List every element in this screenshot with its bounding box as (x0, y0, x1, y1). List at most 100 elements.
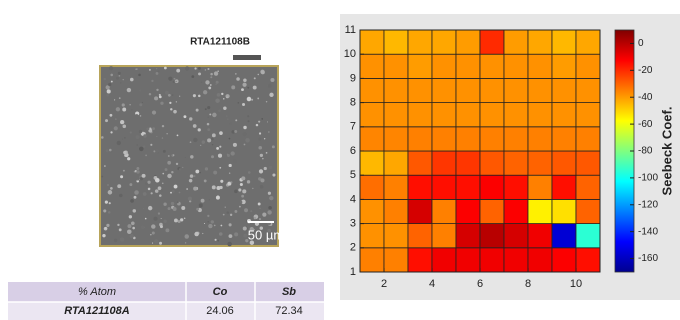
grain (259, 169, 263, 173)
grain (117, 184, 121, 188)
grain (165, 168, 168, 171)
grain (120, 237, 125, 242)
grain (223, 107, 226, 110)
heat-cell (504, 248, 528, 272)
grain (107, 184, 108, 185)
grain (193, 187, 197, 191)
grain (178, 220, 181, 223)
table-cell: RTA121108A (64, 305, 129, 317)
grain (194, 232, 199, 237)
heat-cell (552, 175, 576, 199)
grain (110, 187, 113, 190)
grain (204, 223, 205, 224)
grain (216, 196, 220, 200)
heat-cell (576, 224, 600, 248)
grain (136, 167, 139, 170)
grain (136, 170, 139, 173)
grain (122, 103, 125, 106)
grain (272, 145, 275, 148)
heat-cell (384, 224, 408, 248)
grain (264, 138, 265, 139)
grain (194, 85, 195, 86)
grain (199, 203, 203, 207)
grain (259, 218, 261, 220)
grain (104, 78, 106, 80)
table-cell: 72.34 (275, 305, 303, 317)
heat-cell (480, 103, 504, 127)
grain (215, 84, 216, 85)
grain (156, 72, 159, 75)
y-tick-label: 4 (350, 193, 356, 205)
grain (235, 119, 237, 121)
grain (238, 188, 241, 191)
grain (198, 95, 201, 98)
colorbar-tick-label: -20 (638, 65, 653, 76)
grain (261, 70, 265, 74)
heat-cell (432, 175, 456, 199)
grain (212, 144, 213, 145)
grain (122, 108, 126, 112)
heat-cell (480, 78, 504, 102)
heat-cell (408, 127, 432, 151)
grain (231, 181, 233, 183)
grain (239, 206, 241, 208)
grain (176, 69, 180, 73)
heat-cell (528, 103, 552, 127)
heat-cell (360, 127, 384, 151)
grain (186, 188, 188, 190)
grain (174, 219, 178, 223)
heat-cell (432, 151, 456, 175)
grain (266, 101, 267, 102)
grain (217, 71, 218, 72)
heat-cell (504, 175, 528, 199)
heat-cell (480, 127, 504, 151)
grain (174, 185, 178, 189)
grain (189, 179, 193, 183)
heat-cell (384, 78, 408, 102)
grain (217, 240, 219, 242)
grain (260, 154, 263, 157)
grain (217, 93, 221, 97)
heat-cell (432, 78, 456, 102)
grain (242, 83, 246, 87)
heat-cell (576, 248, 600, 272)
heat-cell (552, 248, 576, 272)
grain (218, 154, 222, 158)
heat-cell (384, 103, 408, 127)
colorbar-tick-label: -80 (638, 146, 653, 157)
heat-cell (432, 199, 456, 223)
grain (201, 81, 203, 83)
grain (191, 75, 194, 78)
grain (212, 133, 216, 137)
grain (205, 69, 206, 70)
grain (108, 190, 113, 195)
grain (165, 228, 169, 232)
heat-cell (360, 30, 384, 54)
grain (169, 102, 171, 104)
grain (140, 115, 142, 117)
grain (236, 77, 240, 81)
grain (119, 75, 121, 77)
grain (138, 74, 141, 77)
grain (167, 161, 171, 165)
grain (103, 209, 106, 212)
heat-cell (552, 224, 576, 248)
grain (162, 125, 164, 127)
grain (139, 130, 142, 133)
grain (207, 221, 208, 222)
grain (101, 136, 104, 139)
grain (207, 123, 210, 126)
grain (243, 126, 246, 129)
heat-cell (528, 175, 552, 199)
grain (258, 146, 262, 150)
heat-cell (384, 248, 408, 272)
grain (185, 66, 189, 70)
grain (190, 141, 192, 143)
grain (196, 208, 199, 211)
grain (160, 102, 163, 105)
grain (131, 221, 135, 225)
grain (151, 192, 153, 194)
grain (119, 97, 121, 99)
x-tick-label: 6 (477, 278, 483, 290)
grain (189, 117, 192, 120)
